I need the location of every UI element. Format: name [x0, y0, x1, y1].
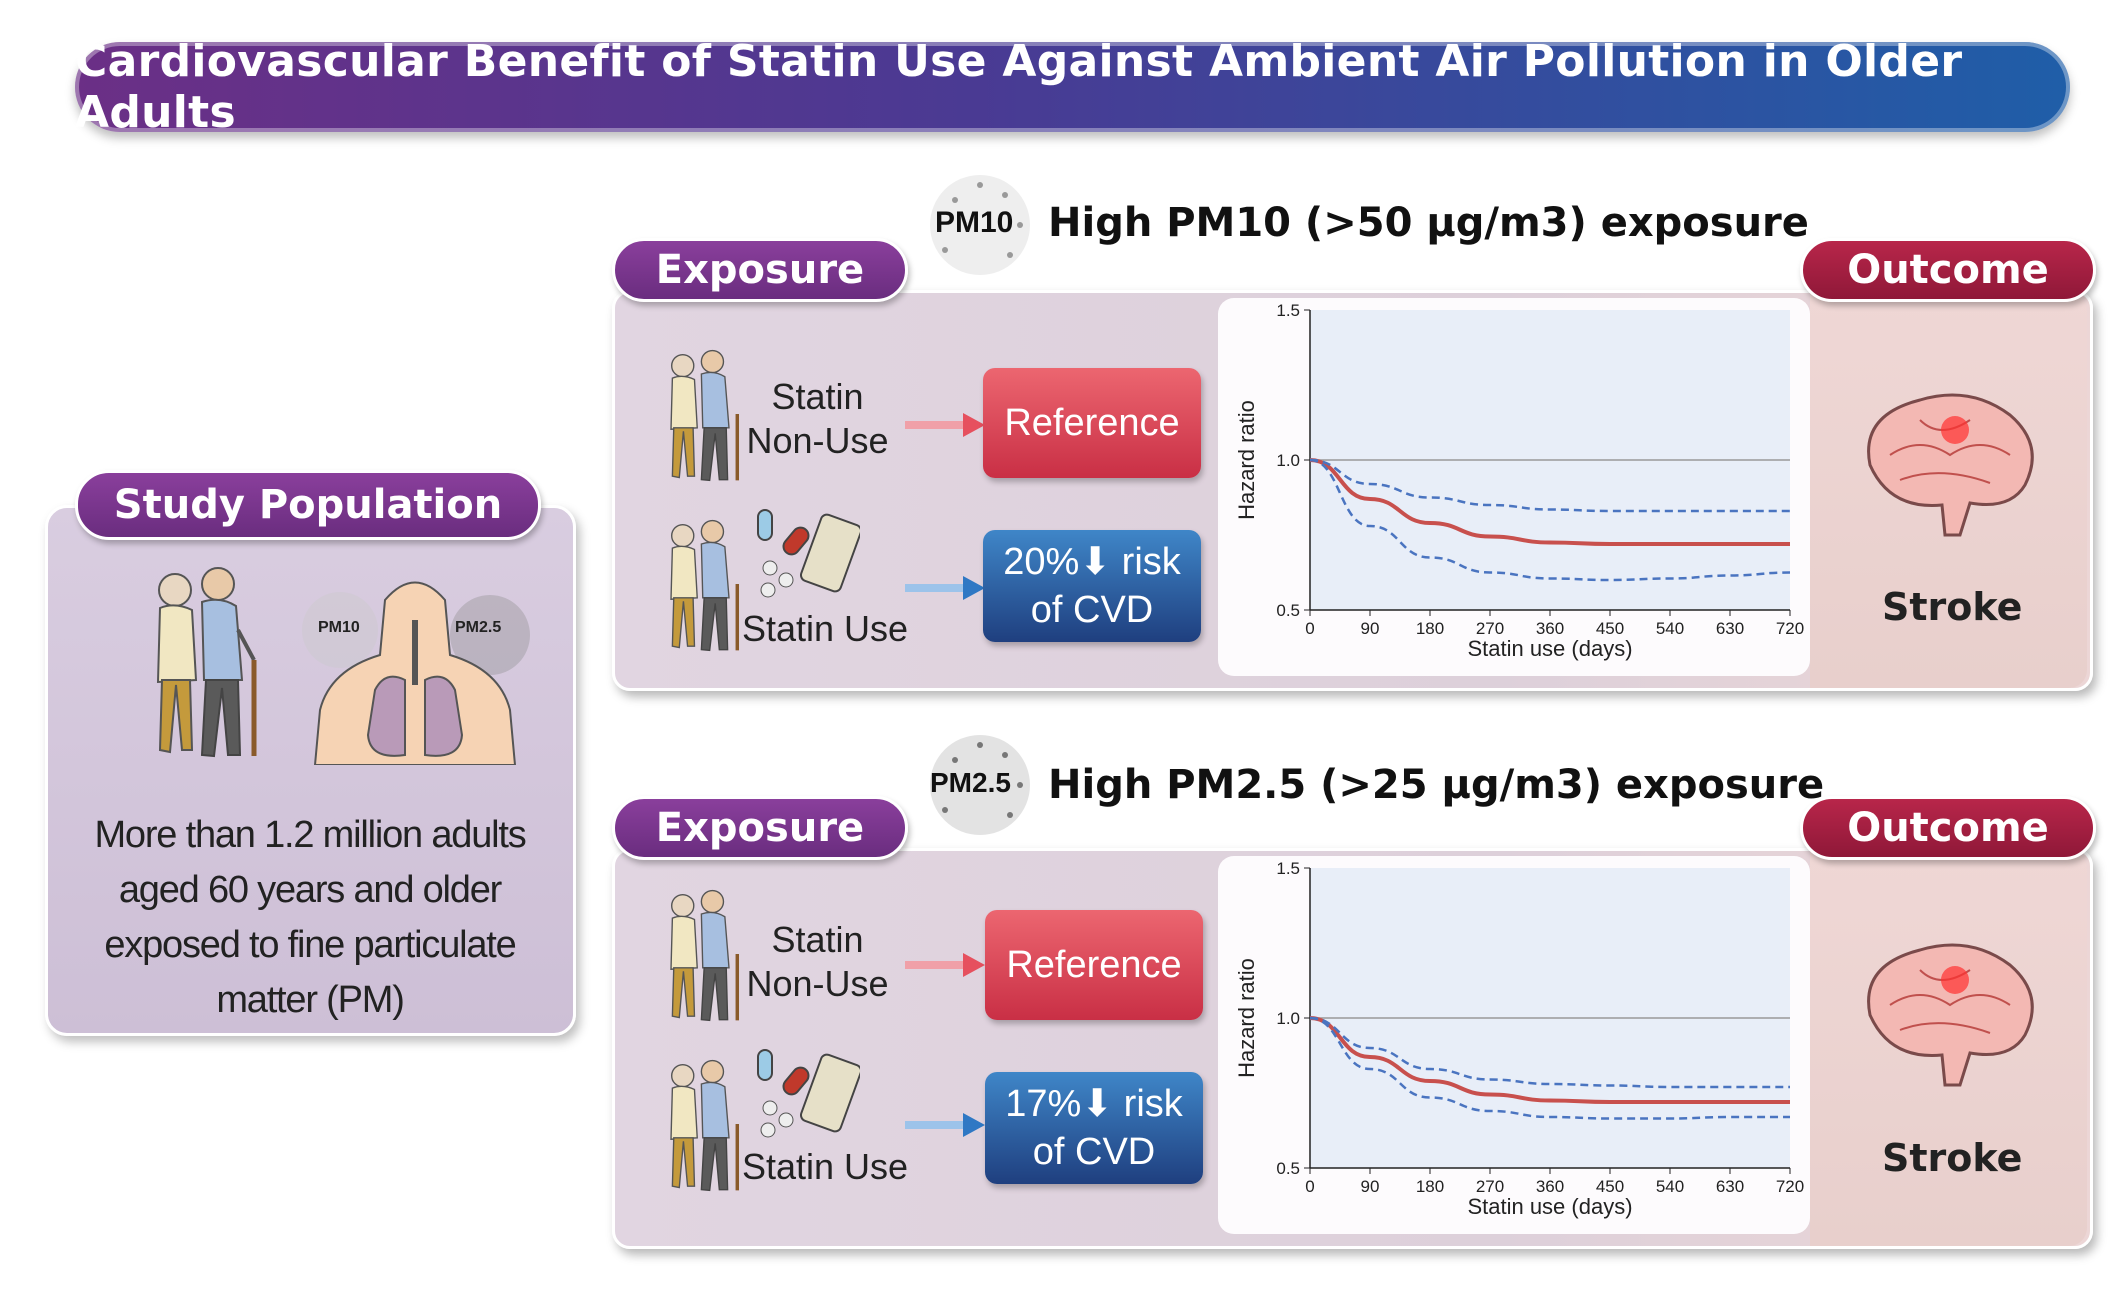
brain-icon: [1867, 943, 2034, 1087]
confidence-bound-line: [1309, 1016, 1790, 1120]
y-tick-label: 1.0: [1276, 451, 1300, 470]
statin-use-label: Statin Use: [741, 1146, 909, 1187]
elderly-couple-icon: [670, 349, 740, 482]
risk-reduction-box: 17%⬇ risk of CVD: [985, 1072, 1203, 1184]
study-population-description: More than 1.2 million adults aged 60 yea…: [94, 814, 526, 1021]
arrow-right-icon: [905, 953, 985, 977]
x-tick-label: 270: [1476, 1177, 1504, 1196]
outcome-heading-1: Outcome: [1800, 238, 2096, 302]
pm25-particles-icon: PM2.5: [930, 735, 1030, 835]
x-tick-label: 90: [1361, 1177, 1380, 1196]
statin-nonuse-label: Statin Non-Use: [746, 376, 889, 461]
pills-icon: [757, 509, 860, 598]
arrow-right-icon: [905, 1113, 985, 1137]
y-tick-label: 1.5: [1276, 301, 1300, 320]
x-tick-label: 0: [1305, 619, 1314, 638]
x-tick-label: 630: [1716, 1177, 1744, 1196]
x-tick-label: 360: [1536, 619, 1564, 638]
pm10-label: PM10: [318, 619, 360, 636]
arrow-right-icon: [905, 576, 985, 600]
brain-icon: [1867, 393, 2034, 537]
x-tick-label: 180: [1416, 619, 1444, 638]
x-tick-label: 0: [1305, 1177, 1314, 1196]
x-tick-label: 270: [1476, 619, 1504, 638]
x-tick-label: 90: [1361, 619, 1380, 638]
y-tick-label: 1.5: [1276, 859, 1300, 878]
x-tick-label: 720: [1776, 1177, 1804, 1196]
x-tick-label: 630: [1716, 619, 1744, 638]
elderly-couple-icon: [670, 1059, 740, 1192]
x-tick-label: 450: [1596, 619, 1624, 638]
y-tick-label: 1.0: [1276, 1009, 1300, 1028]
hazard-ratio-chart-pm10: 0.5 1.0 1.5 0 90 180 270 360 450 540 630 720 Statin …: [1234, 301, 1804, 661]
confidence-bound-line: [1309, 458, 1790, 513]
pm25-header: High PM2.5 (>25 μg/m3) exposure: [1048, 762, 1825, 808]
elderly-couple-icon: [156, 567, 257, 758]
hazard-estimate-line: [1309, 458, 1790, 546]
x-axis-label: Statin use (days): [1467, 636, 1632, 661]
statin-use-label: Statin Use: [741, 608, 909, 649]
exposure-heading-2: Exposure: [612, 796, 908, 860]
x-tick-label: 360: [1536, 1177, 1564, 1196]
elderly-couple-icon: [670, 519, 740, 652]
x-tick-label: 180: [1416, 1177, 1444, 1196]
pm10-badge: PM10: [935, 206, 1013, 239]
lungs-icon: PM10 PM2.5: [302, 581, 530, 765]
x-tick-label: 540: [1656, 619, 1684, 638]
pm10-header: High PM10 (>50 μg/m3) exposure: [1048, 200, 1809, 246]
reference-box: Reference: [985, 910, 1203, 1020]
statin-nonuse-label: Statin Non-Use: [746, 919, 889, 1004]
pm25-badge: PM2.5: [930, 767, 1011, 798]
elderly-couple-icon: [670, 889, 740, 1022]
y-axis-label: Hazard ratio: [1234, 400, 1259, 520]
reference-box: Reference: [983, 368, 1201, 478]
hazard-ratio-chart-pm25: 0.5 1.0 1.5 0 90 180 270 360 450 540 630 720 Statin …: [1234, 859, 1804, 1219]
y-tick-label: 0.5: [1276, 1159, 1300, 1178]
outcome-stroke-label: Stroke: [1882, 1136, 2023, 1180]
y-tick-label: 0.5: [1276, 601, 1300, 620]
confidence-bound-line: [1309, 458, 1791, 582]
hazard-estimate-line: [1309, 1016, 1790, 1104]
outcome-stroke-label: Stroke: [1882, 585, 2023, 629]
pills-icon: [757, 1049, 860, 1138]
page-title: Cardiovascular Benefit of Statin Use Aga…: [75, 36, 2070, 138]
x-axis-label: Statin use (days): [1467, 1194, 1632, 1219]
y-axis-label: Hazard ratio: [1234, 958, 1259, 1078]
exposure-heading-1: Exposure: [612, 238, 908, 302]
x-tick-label: 540: [1656, 1177, 1684, 1196]
pm25-label: PM2.5: [455, 619, 501, 636]
risk-reduction-box: 20%⬇ risk of CVD: [983, 530, 1201, 642]
arrow-right-icon: [905, 413, 985, 437]
confidence-bound-line: [1309, 1016, 1790, 1089]
x-tick-label: 450: [1596, 1177, 1624, 1196]
study-population-panel: [45, 505, 576, 1036]
x-tick-label: 720: [1776, 619, 1804, 638]
study-population-heading: Study Population: [75, 470, 541, 540]
outcome-heading-2: Outcome: [1800, 796, 2096, 860]
pm10-particles-icon: PM10: [930, 175, 1030, 275]
